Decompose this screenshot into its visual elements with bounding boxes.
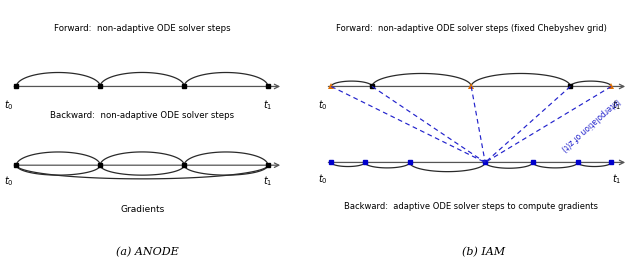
Text: (a) ANODE: (a) ANODE: [116, 247, 179, 257]
Text: $t_1$: $t_1$: [612, 172, 621, 186]
Text: Forward:  non-adaptive ODE solver steps (fixed Chebyshev grid): Forward: non-adaptive ODE solver steps (…: [336, 24, 607, 33]
Text: Gradients: Gradients: [120, 205, 164, 214]
Text: $t_0$: $t_0$: [4, 98, 14, 112]
Text: $t_0$: $t_0$: [318, 98, 328, 112]
Text: Backward:  non-adaptive ODE solver steps: Backward: non-adaptive ODE solver steps: [50, 111, 234, 119]
Text: $t_0$: $t_0$: [4, 174, 14, 188]
Text: $t_1$: $t_1$: [263, 98, 273, 112]
Text: Interpolation of z(t): Interpolation of z(t): [559, 96, 621, 152]
Text: (b) IAM: (b) IAM: [461, 247, 505, 257]
Text: $t_1$: $t_1$: [263, 174, 273, 188]
Text: Backward:  adaptive ODE solver steps to compute gradients: Backward: adaptive ODE solver steps to c…: [344, 202, 598, 211]
Text: Forward:  non-adaptive ODE solver steps: Forward: non-adaptive ODE solver steps: [54, 24, 230, 33]
Text: $t_1$: $t_1$: [612, 98, 621, 112]
Text: $t_0$: $t_0$: [318, 172, 328, 186]
